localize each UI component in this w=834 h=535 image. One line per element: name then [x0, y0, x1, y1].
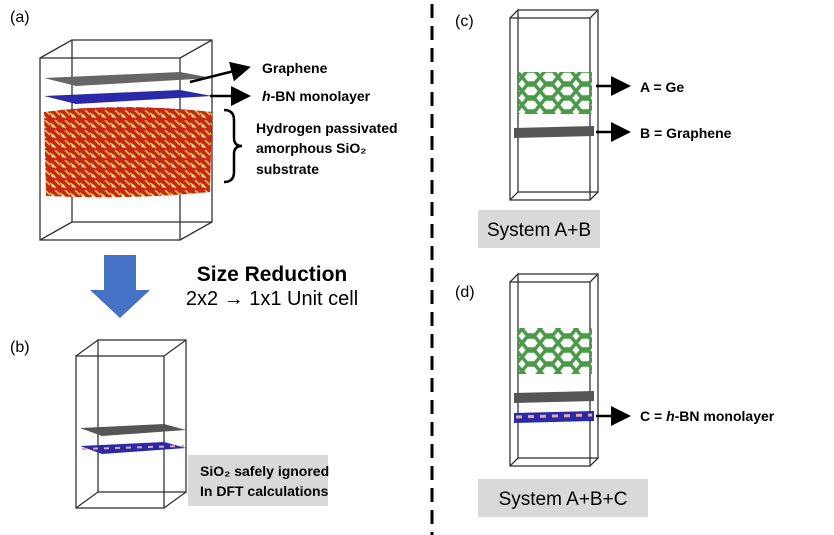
cell-d — [510, 274, 598, 466]
panel-label: (d) — [455, 284, 475, 301]
cell-b — [76, 340, 186, 508]
note: In DFT calculations — [200, 483, 329, 499]
layer-label: A = Ge — [640, 79, 684, 95]
substrate-label: Hydrogen passivated — [256, 120, 398, 136]
caption: System A+B+C — [499, 489, 628, 510]
panel-label: (b) — [10, 339, 30, 356]
reduction-arrow — [90, 255, 150, 318]
italic: h — [666, 408, 675, 424]
layer-label: h-BN monolayer — [262, 88, 371, 104]
layer-label: B = Graphene — [640, 125, 732, 141]
figure: (a) Graphene h-BN monolayer Hydrogen pas… — [0, 0, 834, 535]
cell-a — [40, 40, 212, 240]
caption: System A+B — [487, 220, 591, 241]
panel-label: (a) — [10, 9, 30, 26]
reduction-title: Size Reduction — [197, 263, 348, 286]
bracket — [224, 110, 242, 182]
note: SiO₂ safely ignored — [200, 463, 329, 479]
text: -BN monolayer — [271, 88, 371, 104]
panel-label: (c) — [455, 13, 474, 30]
substrate-label: substrate — [256, 161, 319, 177]
text: -BN monolayer — [675, 408, 775, 424]
reduction-subtitle: 2x2 → 1x1 Unit cell — [186, 288, 358, 310]
substrate-label: amorphous SiO₂ — [256, 140, 366, 156]
cell-c — [510, 10, 598, 200]
text: C = — [640, 408, 666, 424]
layer-label: C = h-BN monolayer — [640, 408, 775, 424]
layer-label: Graphene — [262, 60, 328, 76]
italic: h — [262, 88, 271, 104]
pointer — [190, 68, 246, 82]
